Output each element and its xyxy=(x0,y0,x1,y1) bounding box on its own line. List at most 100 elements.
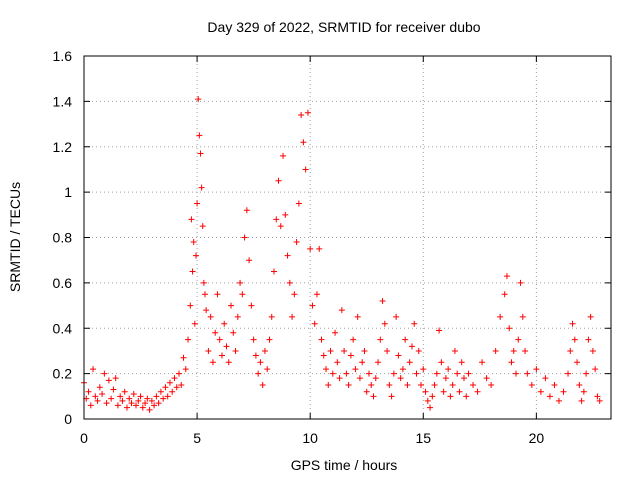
data-point xyxy=(96,384,103,391)
data-point xyxy=(202,291,209,298)
data-point xyxy=(304,109,311,116)
data-point xyxy=(243,207,250,214)
data-point xyxy=(427,404,434,411)
data-point xyxy=(334,359,341,366)
data-point xyxy=(189,268,196,275)
data-point xyxy=(282,211,289,218)
data-point xyxy=(592,366,599,373)
data-point xyxy=(370,393,377,400)
data-point xyxy=(151,402,158,409)
data-point xyxy=(381,320,388,327)
plot-frame xyxy=(83,55,612,420)
y-tick-label: 1.2 xyxy=(53,139,73,155)
y-tick-label: 0.4 xyxy=(53,320,73,336)
data-point xyxy=(212,329,219,336)
data-point xyxy=(195,96,202,103)
data-point xyxy=(388,393,395,400)
data-point xyxy=(585,336,592,343)
data-point xyxy=(196,132,203,139)
data-point xyxy=(205,347,212,354)
data-point xyxy=(354,313,361,320)
data-point xyxy=(171,375,178,382)
data-point xyxy=(309,302,316,309)
data-point xyxy=(406,359,413,366)
data-point xyxy=(415,347,422,354)
data-point xyxy=(517,279,524,286)
data-point xyxy=(510,347,517,354)
data-point xyxy=(164,393,171,400)
y-tick-label: 0 xyxy=(64,411,72,427)
data-point xyxy=(445,366,452,373)
data-point xyxy=(87,402,94,409)
data-point xyxy=(295,200,302,207)
data-point xyxy=(519,313,526,320)
data-point xyxy=(338,307,345,314)
y-tick-label: 1.6 xyxy=(53,48,73,64)
data-point xyxy=(368,381,375,388)
data-point xyxy=(126,395,133,402)
data-point xyxy=(361,347,368,354)
data-point xyxy=(239,291,246,298)
data-point xyxy=(379,298,386,305)
data-points xyxy=(81,96,603,413)
data-point xyxy=(264,366,271,373)
data-point xyxy=(318,336,325,343)
data-point xyxy=(259,381,266,388)
data-point xyxy=(343,370,350,377)
data-point xyxy=(99,391,106,398)
data-point xyxy=(307,245,314,252)
data-point xyxy=(135,397,142,404)
data-point xyxy=(144,395,151,402)
data-point xyxy=(551,381,558,388)
data-point xyxy=(248,302,255,309)
data-point xyxy=(596,397,603,404)
data-point xyxy=(580,388,587,395)
x-tick-label: 10 xyxy=(302,430,318,446)
data-point xyxy=(175,370,182,377)
data-point xyxy=(311,320,318,327)
y-tick-label: 1 xyxy=(64,184,72,200)
data-point xyxy=(513,370,520,377)
axis-ticks: 0 0.2 0.4 0.6 0.8 1 1.2 1.4 1.6 0 5 10 15 20 xyxy=(53,48,611,446)
data-point xyxy=(298,111,305,118)
data-point xyxy=(173,384,180,391)
data-point xyxy=(438,359,445,366)
data-point xyxy=(119,397,126,404)
data-point xyxy=(442,375,449,382)
data-point xyxy=(155,400,162,407)
data-point xyxy=(336,375,343,382)
data-point xyxy=(92,393,99,400)
data-point xyxy=(470,381,477,388)
data-point xyxy=(555,397,562,404)
data-point xyxy=(451,347,458,354)
data-point xyxy=(293,239,300,246)
data-point xyxy=(209,359,216,366)
data-point xyxy=(522,347,529,354)
data-point xyxy=(375,359,382,366)
x-tick-label: 0 xyxy=(80,430,88,446)
data-point xyxy=(101,370,108,377)
data-point xyxy=(237,279,244,286)
data-point xyxy=(266,336,273,343)
data-point xyxy=(497,313,504,320)
data-point xyxy=(488,381,495,388)
data-point xyxy=(422,388,429,395)
data-point xyxy=(363,388,370,395)
data-point xyxy=(112,375,119,382)
data-point xyxy=(359,359,366,366)
data-point xyxy=(345,381,352,388)
data-point xyxy=(160,395,167,402)
data-point xyxy=(408,343,415,350)
data-point xyxy=(460,375,467,382)
data-point xyxy=(528,381,535,388)
data-point xyxy=(300,139,307,146)
data-point xyxy=(185,336,192,343)
data-point xyxy=(257,359,264,366)
data-point xyxy=(347,352,354,359)
data-point xyxy=(157,388,164,395)
data-point xyxy=(230,329,237,336)
data-point xyxy=(323,366,330,373)
data-point xyxy=(198,184,205,191)
data-point xyxy=(542,375,549,382)
